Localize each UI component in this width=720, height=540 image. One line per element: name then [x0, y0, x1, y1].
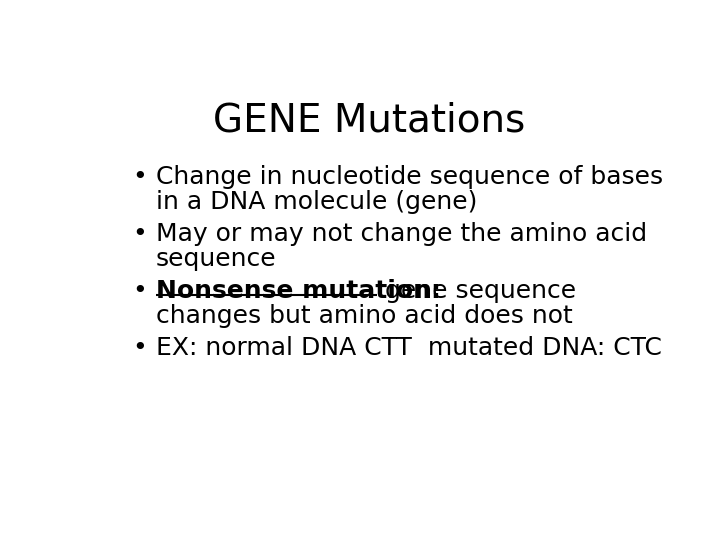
Text: gene sequence: gene sequence [377, 279, 576, 303]
Text: changes but amino acid does not: changes but amino acid does not [156, 303, 572, 327]
Text: •: • [132, 222, 148, 246]
Text: •: • [132, 336, 148, 360]
Text: May or may not change the amino acid: May or may not change the amino acid [156, 222, 647, 246]
Text: sequence: sequence [156, 247, 276, 271]
Text: •: • [132, 165, 148, 189]
Text: •: • [132, 279, 148, 303]
Text: in a DNA molecule (gene): in a DNA molecule (gene) [156, 190, 477, 213]
Text: EX: normal DNA CTT  mutated DNA: CTC: EX: normal DNA CTT mutated DNA: CTC [156, 336, 662, 360]
Text: Change in nucleotide sequence of bases: Change in nucleotide sequence of bases [156, 165, 663, 189]
Text: GENE Mutations: GENE Mutations [213, 102, 525, 140]
Text: Nonsense mutation:: Nonsense mutation: [156, 279, 441, 303]
